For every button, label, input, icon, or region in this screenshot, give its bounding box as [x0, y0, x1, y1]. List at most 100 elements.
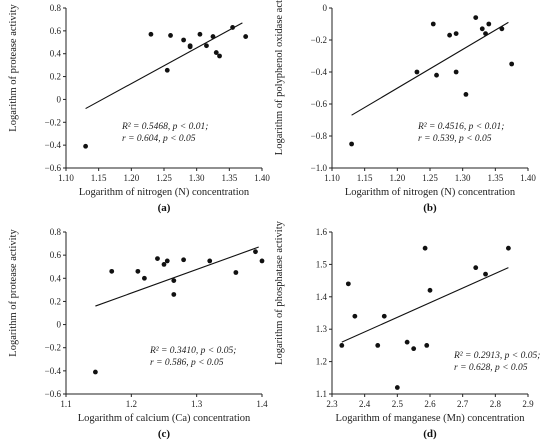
regression-line [351, 21, 509, 116]
data-point [210, 34, 216, 39]
stats-annotation-r2: R² = 0.5468, p < 0.01; [121, 122, 208, 132]
y-axis-label: Logarithm of phosphatase activity [274, 220, 285, 365]
data-point [394, 385, 400, 390]
data-point [427, 287, 433, 293]
panel-label: (d) [423, 428, 437, 440]
y-tick-label: −1.0 [311, 163, 328, 173]
x-tick-label: 2.5 [392, 399, 404, 409]
y-axis-label: Logarithm of protease activity [8, 229, 19, 357]
y-tick-label: 0 [323, 3, 328, 13]
panel-a: 1.10 1.15 1.20 1.25 1.30 1.35 1.40 −0.6 −0.4 −0.2… [8, 3, 270, 214]
data-point [422, 245, 428, 251]
y-tick-label: −0.6 [311, 99, 328, 109]
x-tick-label: 1.4 [256, 399, 268, 409]
stats-annotation-r2: R² = 0.3410, p < 0.05; [149, 346, 236, 356]
data-point [352, 313, 358, 319]
data-point [483, 271, 488, 277]
x-tick-label: 1.25 [156, 173, 172, 183]
x-tick-label: 1.35 [487, 173, 503, 183]
data-point [181, 37, 187, 43]
x-tick-label: 1.30 [455, 173, 471, 183]
data-point [207, 258, 213, 264]
data-point [345, 281, 351, 287]
stats-annotation-r: r = 0.586, p < 0.05 [150, 358, 224, 368]
data-point [187, 43, 193, 49]
data-point [375, 343, 381, 348]
x-tick-label: 1.15 [91, 173, 107, 183]
data-point [181, 257, 187, 263]
x-tick-label: 1.3 [191, 399, 203, 409]
stats-annotation-r2: R² = 0.4516, p < 0.01; [417, 122, 504, 132]
x-tick-label: 1.25 [422, 173, 438, 183]
data-point [483, 31, 488, 36]
panel-b: 1.10 1.15 1.20 1.25 1.30 1.35 1.40 −1.0 −0.8 −0.6… [274, 0, 536, 214]
x-axis-label: Logarithm of manganese (Mn) concentratio… [336, 413, 526, 424]
y-tick-label: 0.6 [50, 26, 62, 36]
y-tick-label: 1.2 [316, 357, 327, 367]
x-tick-label: 2.9 [522, 399, 534, 409]
data-point [349, 141, 354, 147]
data-point [473, 265, 479, 271]
y-tick-label: −0.2 [45, 343, 61, 353]
data-point [253, 249, 258, 255]
data-point [414, 69, 420, 75]
data-point [164, 67, 170, 73]
x-tick-label: 2.8 [490, 399, 502, 409]
data-point [463, 92, 469, 97]
x-axis-label: Logarithm of nitrogen (N) concentration [345, 187, 516, 198]
x-tick-label: 1.20 [123, 173, 139, 183]
x-tick-label: 1.30 [189, 173, 205, 183]
x-tick-label: 2.7 [457, 399, 469, 409]
data-point [109, 268, 115, 274]
y-tick-label: −0.4 [45, 140, 62, 150]
data-point [204, 43, 209, 49]
y-tick-label: 1.5 [316, 259, 328, 269]
x-tick-label: 1.1 [60, 399, 71, 409]
data-point [164, 258, 170, 264]
y-tick-label: 0 [57, 94, 62, 104]
y-tick-label: −0.2 [45, 117, 61, 127]
data-point [93, 369, 98, 375]
data-point [339, 343, 345, 348]
panel-d: 2.3 2.4 2.5 2.6 2.7 2.8 2.9 1.1 1.2 1.3 1.4 1.5 1.6 R… [274, 220, 540, 440]
y-tick-label: 0.4 [50, 49, 62, 59]
x-tick-label: 1.10 [58, 173, 74, 183]
y-tick-label: −0.4 [311, 67, 328, 77]
x-tick-label: 1.15 [357, 173, 373, 183]
panel-label: (c) [158, 428, 171, 440]
x-tick-label: 1.2 [126, 399, 137, 409]
y-tick-label: 1.3 [316, 324, 328, 334]
data-point [230, 25, 236, 30]
data-point [171, 292, 177, 297]
y-tick-label: 0.4 [50, 273, 62, 283]
y-tick-label: 0 [57, 320, 62, 330]
y-axis-label: Logarithm of polyphenol oxidase activity [274, 0, 285, 155]
data-point [155, 256, 160, 262]
data-point [148, 31, 154, 37]
x-axis-label: Logarithm of nitrogen (N) concentration [79, 187, 250, 198]
panel-c: 1.1 1.2 1.3 1.4 −0.6 −0.4 −0.2 0 0.2 0.4 0.6 0.8 R² … [8, 227, 268, 440]
x-tick-label: 2.6 [424, 399, 436, 409]
y-tick-label: 0.2 [50, 296, 61, 306]
regression-line [85, 22, 243, 110]
data-point [381, 313, 387, 319]
data-point [424, 343, 430, 348]
data-point [453, 69, 459, 75]
stats-annotation-r: r = 0.539, p < 0.05 [418, 134, 492, 144]
data-point [499, 26, 505, 32]
data-point [479, 26, 485, 32]
data-point [233, 270, 239, 275]
data-point [404, 339, 410, 345]
data-point [486, 21, 492, 27]
y-tick-label: 1.6 [316, 227, 328, 237]
data-point [411, 346, 417, 352]
data-point [142, 275, 147, 281]
y-tick-label: 0.6 [50, 250, 62, 260]
data-point [171, 278, 177, 283]
data-point [161, 262, 167, 267]
x-tick-label: 1.40 [254, 173, 270, 183]
stats-annotation-r: r = 0.604, p < 0.05 [122, 134, 196, 144]
regression-line [95, 246, 259, 307]
stats-annotation-r: r = 0.628, p < 0.05 [454, 363, 528, 373]
y-tick-label: 1.1 [316, 389, 327, 399]
